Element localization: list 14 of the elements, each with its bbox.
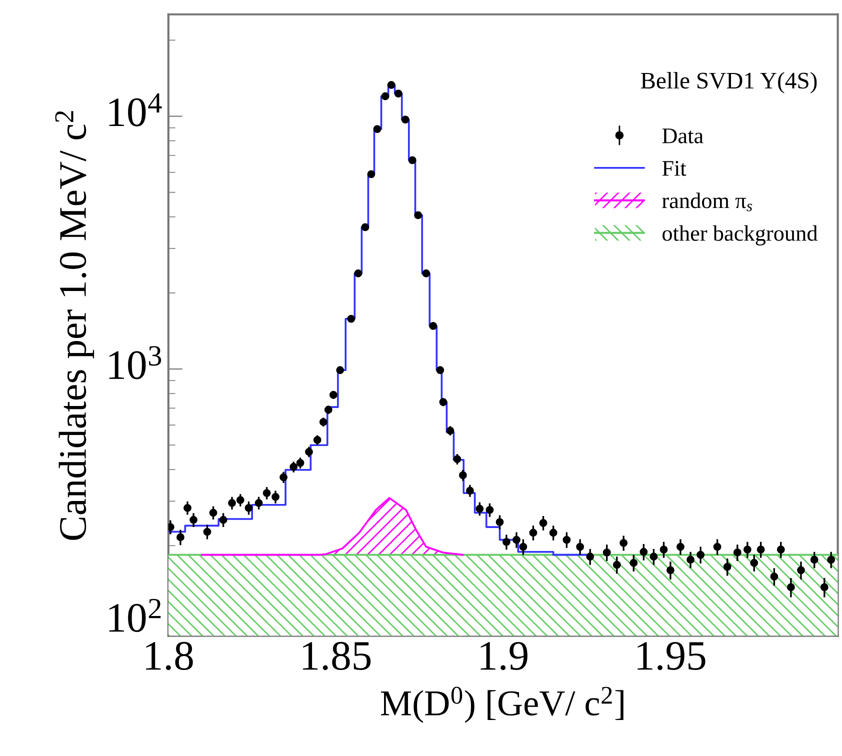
legend-label: other background [662, 225, 818, 246]
x-tick-label: 1.9 [480, 642, 528, 670]
y-axis-title: Candidates per 1.0 MeV/ c$^{2}$ [55, 111, 94, 540]
annotation: Belle SVD1 Υ(4S) [640, 72, 817, 94]
y-tick-label: 10$^{2}$ [109, 598, 161, 632]
legend-label: Data [662, 128, 704, 144]
legend-label: random π$_{s}$ [662, 192, 752, 212]
x-tick-label: 1.95 [638, 642, 706, 670]
x-axis-title: M(D$^{0}$) [GeV/ c$^{2}$] [380, 686, 624, 723]
x-tick-label: 1.85 [302, 642, 371, 670]
legend-label: Fit [662, 160, 686, 176]
y-tick-label: 10$^{3}$ [109, 346, 162, 380]
y-tick-label: 10$^{4}$ [109, 93, 162, 126]
x-tick-label: 1.8 [146, 642, 193, 670]
